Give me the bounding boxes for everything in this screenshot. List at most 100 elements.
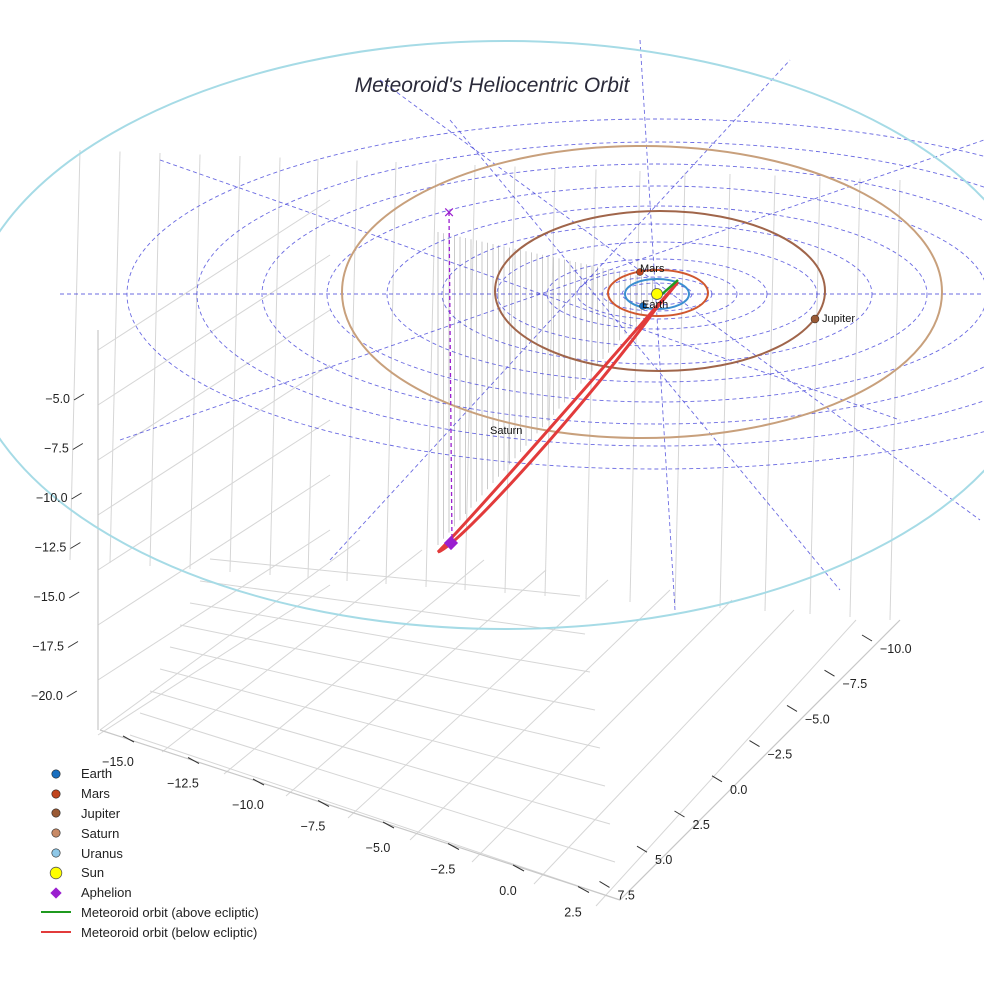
axis-ticks: −5.0 −7.5 −10.0 −12.5 −15.0 −17.5 −20.0 −15.0 −1… xyxy=(31,392,912,920)
z-tick-mark xyxy=(70,542,81,549)
grid-line xyxy=(585,169,597,600)
grid-line xyxy=(809,176,821,615)
y-tick-mark xyxy=(636,845,648,853)
x-tick-label: 0.0 xyxy=(499,884,516,898)
y-tick-mark xyxy=(711,775,723,783)
y-tick-mark xyxy=(674,810,685,818)
grid-line xyxy=(269,157,281,576)
x-tick-label: −7.5 xyxy=(301,820,326,834)
jupiter-orbit xyxy=(494,210,826,372)
axis-edge xyxy=(99,729,621,901)
axis-edge xyxy=(619,619,901,901)
z-tick-mark xyxy=(66,690,78,698)
legend-label: Saturn xyxy=(81,825,120,841)
meteoroid-orbit-above xyxy=(659,279,679,297)
legend-label: Aphelion xyxy=(81,885,132,901)
grid-line xyxy=(189,602,591,673)
bodies: Mars Earth Jupiter Saturn xyxy=(443,263,855,551)
grid-line xyxy=(229,155,241,573)
legend-item: Mars xyxy=(36,784,259,804)
grid-line xyxy=(159,668,606,787)
x-tick-label: 2.5 xyxy=(564,906,581,920)
legend-symbol xyxy=(36,827,76,839)
y-tick-label: 0.0 xyxy=(730,783,747,797)
aphelion-marker xyxy=(443,535,459,551)
grid-line xyxy=(97,309,331,461)
grid-line xyxy=(471,599,733,863)
grid-line xyxy=(464,164,476,591)
grid-line xyxy=(223,559,485,775)
grid-line xyxy=(69,149,81,561)
grid-line xyxy=(719,173,731,609)
grid-line xyxy=(97,364,331,516)
legend-item: Aphelion xyxy=(36,883,259,903)
legend-symbol xyxy=(36,788,76,800)
y-tick-label: −7.5 xyxy=(843,677,868,691)
y-tick-mark xyxy=(861,634,873,642)
meteoroid-orbit: × xyxy=(436,203,680,554)
point-label: Saturn xyxy=(490,425,522,437)
grid-line xyxy=(425,163,437,588)
x-tick-label: −5.0 xyxy=(366,841,391,855)
legend-symbol xyxy=(36,866,76,880)
legend-item: Jupiter xyxy=(36,804,259,824)
grid-line xyxy=(97,474,331,626)
legend-item: Sun xyxy=(36,863,259,883)
z-tick-label: −7.5 xyxy=(44,442,69,456)
legend: Earth Mars Jupiter Saturn Uranus Sun Aphelion M… xyxy=(36,764,259,942)
grid-line xyxy=(149,690,611,825)
reference-spoke xyxy=(379,79,981,521)
mars-marker xyxy=(636,268,644,276)
grid-line xyxy=(544,167,556,597)
aphelion-projection xyxy=(448,211,453,544)
point-label: Mars xyxy=(640,263,665,275)
grid-line xyxy=(179,624,596,711)
z-tick-label: −15.0 xyxy=(34,590,66,604)
x-tick-mark xyxy=(577,886,590,893)
z-tick-mark xyxy=(67,641,79,648)
legend-label: Sun xyxy=(81,865,105,881)
legend-item: Meteoroid orbit (above ecliptic) xyxy=(36,903,259,923)
legend-symbol xyxy=(36,768,76,780)
grid-line xyxy=(209,558,581,597)
z-tick-label: −20.0 xyxy=(31,689,63,703)
reference-ring xyxy=(576,268,738,320)
grid-line xyxy=(764,175,776,612)
grid-line xyxy=(889,179,901,621)
earth-marker xyxy=(639,302,647,310)
reference-spoke xyxy=(329,59,791,561)
grid-line xyxy=(347,579,609,819)
legend-symbol xyxy=(36,909,76,915)
grid-line xyxy=(504,166,516,594)
y-tick-label: −5.0 xyxy=(805,712,830,726)
mars-orbit xyxy=(607,269,709,317)
legend-symbol xyxy=(36,847,76,859)
legend-item: Saturn xyxy=(36,823,259,843)
z-tick-label: −17.5 xyxy=(32,640,64,654)
legend-label: Earth xyxy=(81,766,113,782)
z-tick-mark xyxy=(72,443,84,450)
grid-line xyxy=(346,160,358,582)
point-label: Earth xyxy=(642,299,668,311)
sun-marker xyxy=(651,288,663,300)
y-tick-mark xyxy=(824,669,835,677)
reference-ring xyxy=(126,118,984,470)
grid-line xyxy=(307,158,319,579)
grid-line xyxy=(97,199,331,351)
grid-line xyxy=(139,712,616,863)
y-tick-label: −2.5 xyxy=(768,748,793,762)
y-tick-mark xyxy=(599,880,610,888)
aphelion-projection-marker: × xyxy=(443,203,456,221)
grid-line xyxy=(149,152,161,567)
reference-spoke xyxy=(449,119,841,591)
y-tick-label: 5.0 xyxy=(655,853,672,867)
x-tick-mark xyxy=(122,735,135,743)
grid-line xyxy=(97,254,331,406)
legend-label: Uranus xyxy=(81,845,123,861)
legend-label: Mars xyxy=(81,786,110,802)
grid-line xyxy=(849,178,861,618)
chart-title: Meteoroid's Heliocentric Orbit xyxy=(354,74,630,97)
grid-line xyxy=(129,734,621,901)
reference-spoke xyxy=(119,139,984,441)
